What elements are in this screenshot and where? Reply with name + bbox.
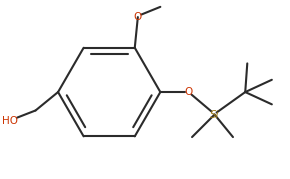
Text: O: O xyxy=(185,87,193,97)
Text: HO: HO xyxy=(2,116,18,126)
Text: O: O xyxy=(134,12,142,22)
Text: Si: Si xyxy=(210,110,219,120)
